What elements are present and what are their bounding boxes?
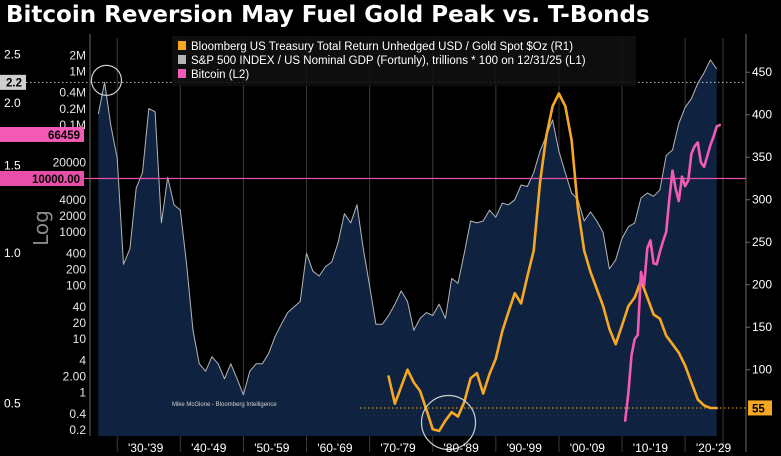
- x-tick-label: '90-'99: [507, 441, 543, 455]
- sp500-line: [97, 59, 718, 396]
- l2-tick-label: 1: [79, 386, 86, 400]
- tag-2.2: 2.2: [0, 74, 26, 90]
- legend-swatch: [178, 69, 186, 78]
- r1-tick-label: 300: [752, 193, 772, 207]
- tag-55-bg: [748, 400, 772, 416]
- treasury-gold-line: [387, 92, 718, 433]
- l2-tick-label: 1M: [69, 64, 86, 78]
- x-tick-label: '00-'09: [570, 441, 606, 455]
- r1-tick-label: 450: [752, 65, 772, 79]
- l2-tick-label: 1000: [59, 225, 86, 239]
- l2-tick-label: 0.2M: [59, 102, 86, 116]
- annotation-circle: [420, 394, 477, 451]
- x-tick-label: '10-'19: [633, 441, 669, 455]
- l1-tick-label: 1.5: [4, 158, 21, 172]
- x-tick-label: '70-'79: [380, 441, 416, 455]
- l1-tick-label: 2.0: [4, 96, 21, 110]
- legend-swatch: [178, 55, 186, 64]
- credit-label: Mike McGlone - Bloomberg Intelligence: [172, 402, 277, 408]
- line-series: [387, 92, 722, 433]
- r1-tick-label: 150: [752, 320, 772, 334]
- l2-tick-label: 20: [73, 316, 87, 330]
- l2-tick-label: 0.4: [69, 407, 86, 421]
- x-tick-label: '40-'49: [191, 441, 227, 455]
- tag-10000-label: 10000.00: [32, 174, 80, 186]
- x-tick-label: '80-'89: [443, 441, 479, 455]
- l2-tick-label: 100: [66, 279, 86, 293]
- l2-tick-label: 10: [73, 332, 87, 346]
- r1-tick-label: 350: [752, 150, 772, 164]
- l1-tick-label: 2.5: [4, 48, 21, 62]
- tag-bitcoin-last-label: 66459: [48, 130, 80, 142]
- value-tags: 10000.00 66459 2.2 55: [0, 74, 772, 416]
- l2-tick-label: 400: [66, 246, 86, 260]
- l1-tick-label: 1.0: [4, 246, 21, 260]
- x-tick-label: '20-'29: [696, 441, 732, 455]
- x-tick-label: '30-'39: [128, 441, 164, 455]
- l2-tick-label: 2.00: [63, 370, 87, 384]
- legend-swatch: [178, 41, 186, 50]
- legend-label: Bloomberg US Treasury Total Return Unhed…: [191, 41, 573, 53]
- l1-axis-title: Log: [29, 210, 53, 246]
- tag-55: 55: [748, 400, 772, 416]
- credit: Mike McGlone - Bloomberg Intelligence: [172, 402, 277, 408]
- x-tick-label: '60-'69: [317, 441, 353, 455]
- annotation-circle: [90, 64, 123, 96]
- chart-title: Bitcoin Reversion May Fuel Gold Peak vs.…: [6, 2, 650, 28]
- tag-55-label: 55: [752, 403, 765, 415]
- r1-tick-label: 100: [752, 363, 772, 377]
- axes: 0.5 1.0 1.5 2.0 2.5 Log 0.2 0.4 1 2.00 4 10 20 40 100 2…: [4, 34, 772, 455]
- l1-tick-label: 0.5: [4, 396, 21, 410]
- legend-box: [172, 36, 636, 86]
- tag-2.2-bg: [0, 74, 26, 90]
- sp500-area-fill: [98, 59, 717, 437]
- l2-tick-label: 200: [66, 262, 86, 276]
- tag-10000: 10000.00: [0, 170, 84, 186]
- tag-bitcoin-last: 66459: [0, 126, 84, 142]
- tag-10000-bg: [0, 170, 84, 186]
- tag-2.2-label: 2.2: [6, 78, 22, 90]
- annotation-circles: [90, 64, 477, 451]
- l2-tick-label: 2000: [59, 209, 86, 223]
- l2-tick-label: 40: [73, 300, 87, 314]
- x-tick-label: '50-'59: [254, 441, 290, 455]
- l2-tick-label: 2M: [69, 48, 86, 62]
- tag-bitcoin-last-bg: [0, 126, 84, 142]
- r1-tick-label: 200: [752, 278, 772, 292]
- r1-tick-label: 250: [752, 235, 772, 249]
- l2-tick-label: 0.2: [69, 423, 86, 437]
- legend-label: S&P 500 INDEX / US Nominal GDP (Fortunly…: [191, 55, 586, 67]
- legend: Bloomberg US Treasury Total Return Unhed…: [172, 36, 636, 86]
- legend-label: Bitcoin (L2): [191, 69, 249, 81]
- l2-tick-label: 4: [79, 353, 86, 367]
- l2-tick-label: 20000: [53, 155, 87, 169]
- sp500-area-series: [97, 59, 718, 437]
- bitcoin-line: [623, 123, 722, 422]
- r1-tick-label: 400: [752, 108, 772, 122]
- l2-tick-label: 0.4M: [59, 86, 86, 100]
- l2-tick-label: 4000: [59, 193, 86, 207]
